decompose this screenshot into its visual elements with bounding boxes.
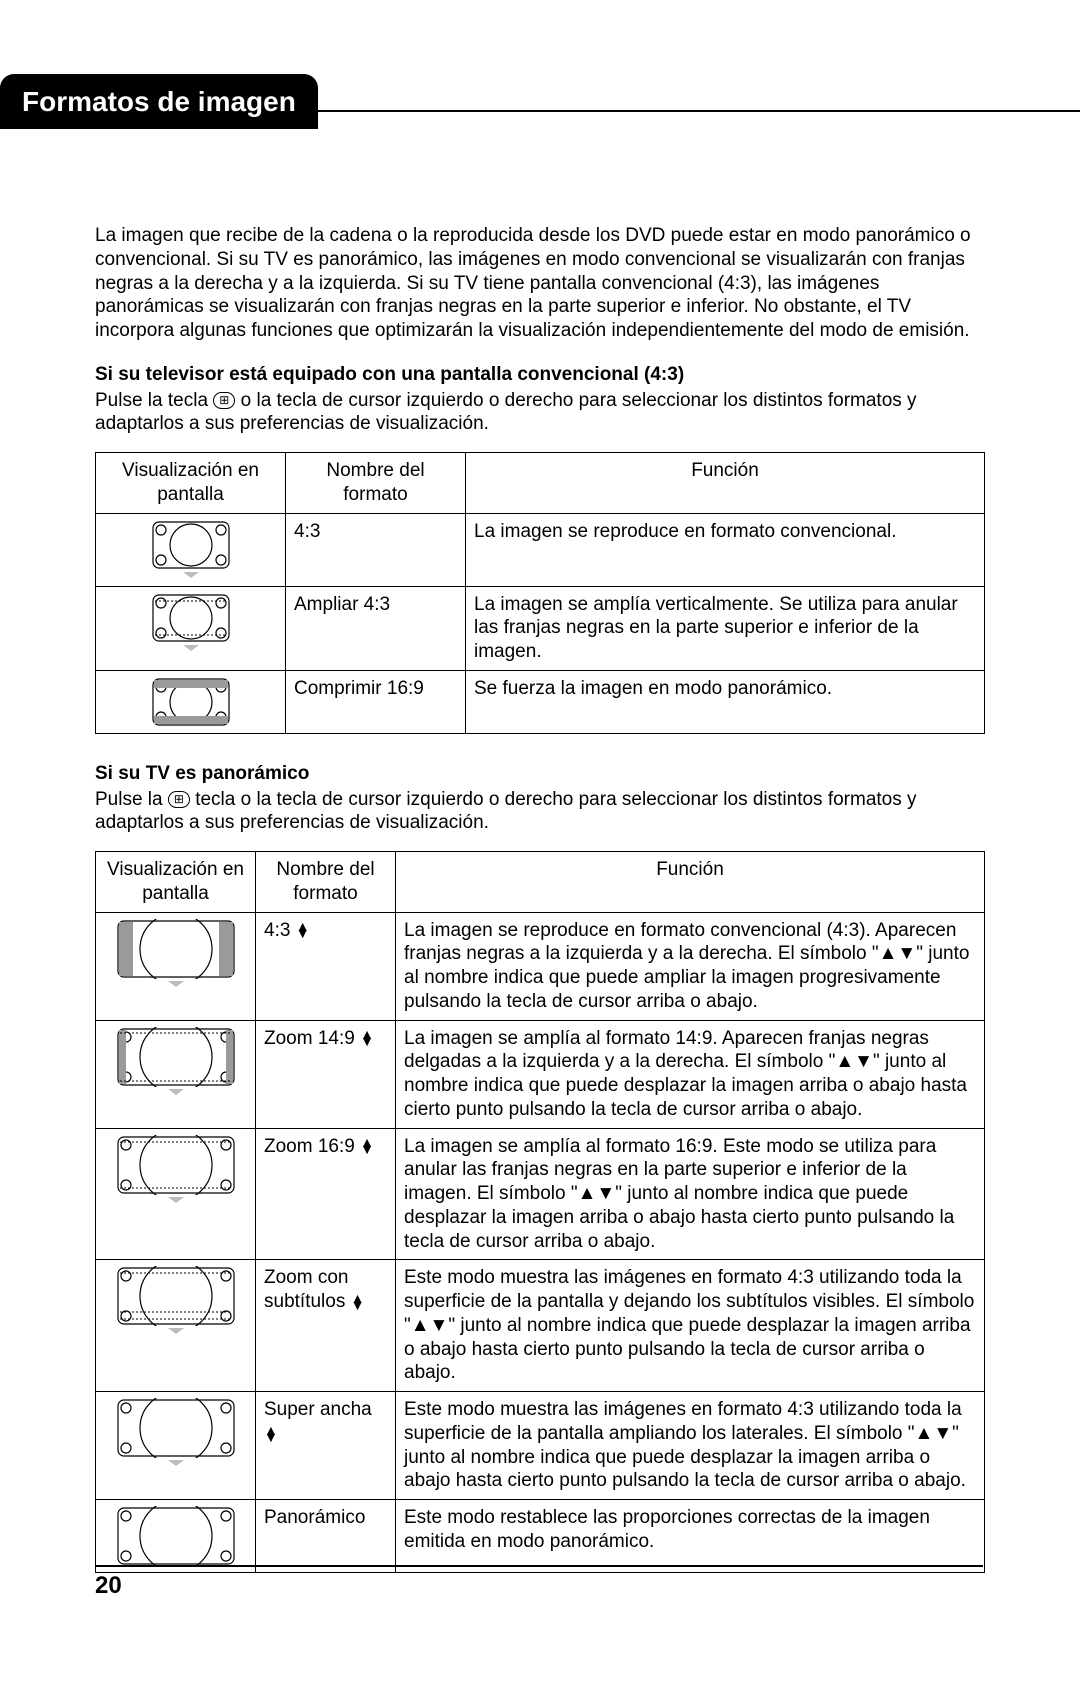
- updown-icon: ▲▼: [360, 1031, 374, 1045]
- manual-page: Formatos de imagen La imagen que recibe …: [0, 110, 1080, 1623]
- display-cell: [96, 1020, 256, 1128]
- th-format-name: Nombre del formato: [256, 852, 396, 913]
- section-heading-pan: Si su TV es panorámico: [95, 762, 985, 786]
- table-row: PanorámicoEste modo restablece las propo…: [96, 1500, 985, 1573]
- format-name-cell: Zoom con subtítulos ▲▼: [256, 1260, 396, 1392]
- function-cell: Este modo muestra las imágenes en format…: [396, 1392, 985, 1500]
- function-cell: La imagen se reproduce en formato conven…: [396, 912, 985, 1020]
- display-cell: [96, 912, 256, 1020]
- section2-prefix: Pulse la: [95, 789, 168, 810]
- display-cell: [96, 513, 286, 586]
- updown-icon: ▲▼: [296, 923, 310, 937]
- format-button-icon: ⊞: [213, 392, 235, 410]
- section-body-43: Pulse la tecla ⊞ o la tecla de cursor iz…: [95, 389, 985, 437]
- th-display: Visualización en pantalla: [96, 453, 286, 514]
- function-cell: La imagen se amplía verticalmente. Se ut…: [466, 586, 985, 670]
- table-row: Zoom con subtítulos ▲▼Este modo muestra …: [96, 1260, 985, 1392]
- function-cell: La imagen se reproduce en formato conven…: [466, 513, 985, 586]
- th-function: Función: [396, 852, 985, 913]
- format-name-cell: 4:3: [286, 513, 466, 586]
- display-cell: [96, 670, 286, 733]
- format-name-cell: Zoom 14:9 ▲▼: [256, 1020, 396, 1128]
- updown-icon: ▲▼: [264, 1427, 278, 1441]
- table-row: Comprimir 16:9Se fuerza la imagen en mod…: [96, 670, 985, 733]
- display-cell: [96, 1260, 256, 1392]
- table-header-row: Visualización en pantalla Nombre del for…: [96, 453, 985, 514]
- format-name-cell: Ampliar 4:3: [286, 586, 466, 670]
- format-name-cell: Comprimir 16:9: [286, 670, 466, 733]
- display-cell: [96, 1128, 256, 1260]
- intro-paragraph: La imagen que recibe de la cadena o la r…: [95, 224, 985, 343]
- function-cell: La imagen se amplía al formato 16:9. Est…: [396, 1128, 985, 1260]
- page-number: 20: [95, 1565, 983, 1601]
- table-row: 4:3 ▲▼La imagen se reproduce en formato …: [96, 912, 985, 1020]
- format-name-cell: 4:3 ▲▼: [256, 912, 396, 1020]
- format-button-icon: ⊞: [168, 791, 190, 809]
- function-cell: Se fuerza la imagen en modo panorámico.: [466, 670, 985, 733]
- function-cell: Este modo restablece las proporciones co…: [396, 1500, 985, 1573]
- function-cell: La imagen se amplía al formato 14:9. Apa…: [396, 1020, 985, 1128]
- section-body-pan: Pulse la ⊞ tecla o la tecla de cursor iz…: [95, 788, 985, 836]
- table-row: Super ancha ▲▼Este modo muestra las imág…: [96, 1392, 985, 1500]
- th-display: Visualización en pantalla: [96, 852, 256, 913]
- page-title: Formatos de imagen: [0, 74, 318, 129]
- table-row: Ampliar 4:3La imagen se amplía verticalm…: [96, 586, 985, 670]
- table-pan: Visualización en pantalla Nombre del for…: [95, 851, 985, 1573]
- section1-prefix: Pulse la tecla: [95, 390, 213, 411]
- display-cell: [96, 1392, 256, 1500]
- table-row: Zoom 14:9 ▲▼La imagen se amplía al forma…: [96, 1020, 985, 1128]
- table-row: 4:3La imagen se reproduce en formato con…: [96, 513, 985, 586]
- section2-suffix: tecla o la tecla de cursor izquierdo o d…: [95, 789, 917, 834]
- updown-icon: ▲▼: [360, 1139, 374, 1153]
- function-cell: Este modo muestra las imágenes en format…: [396, 1260, 985, 1392]
- table-header-row: Visualización en pantalla Nombre del for…: [96, 852, 985, 913]
- section-heading-43: Si su televisor está equipado con una pa…: [95, 363, 985, 387]
- th-function: Función: [466, 453, 985, 514]
- format-name-cell: Zoom 16:9 ▲▼: [256, 1128, 396, 1260]
- updown-icon: ▲▼: [351, 1295, 365, 1309]
- display-cell: [96, 1500, 256, 1573]
- table-43: Visualización en pantalla Nombre del for…: [95, 452, 985, 734]
- th-format-name: Nombre del formato: [286, 453, 466, 514]
- format-name-cell: Super ancha ▲▼: [256, 1392, 396, 1500]
- display-cell: [96, 586, 286, 670]
- format-name-cell: Panorámico: [256, 1500, 396, 1573]
- table-row: Zoom 16:9 ▲▼La imagen se amplía al forma…: [96, 1128, 985, 1260]
